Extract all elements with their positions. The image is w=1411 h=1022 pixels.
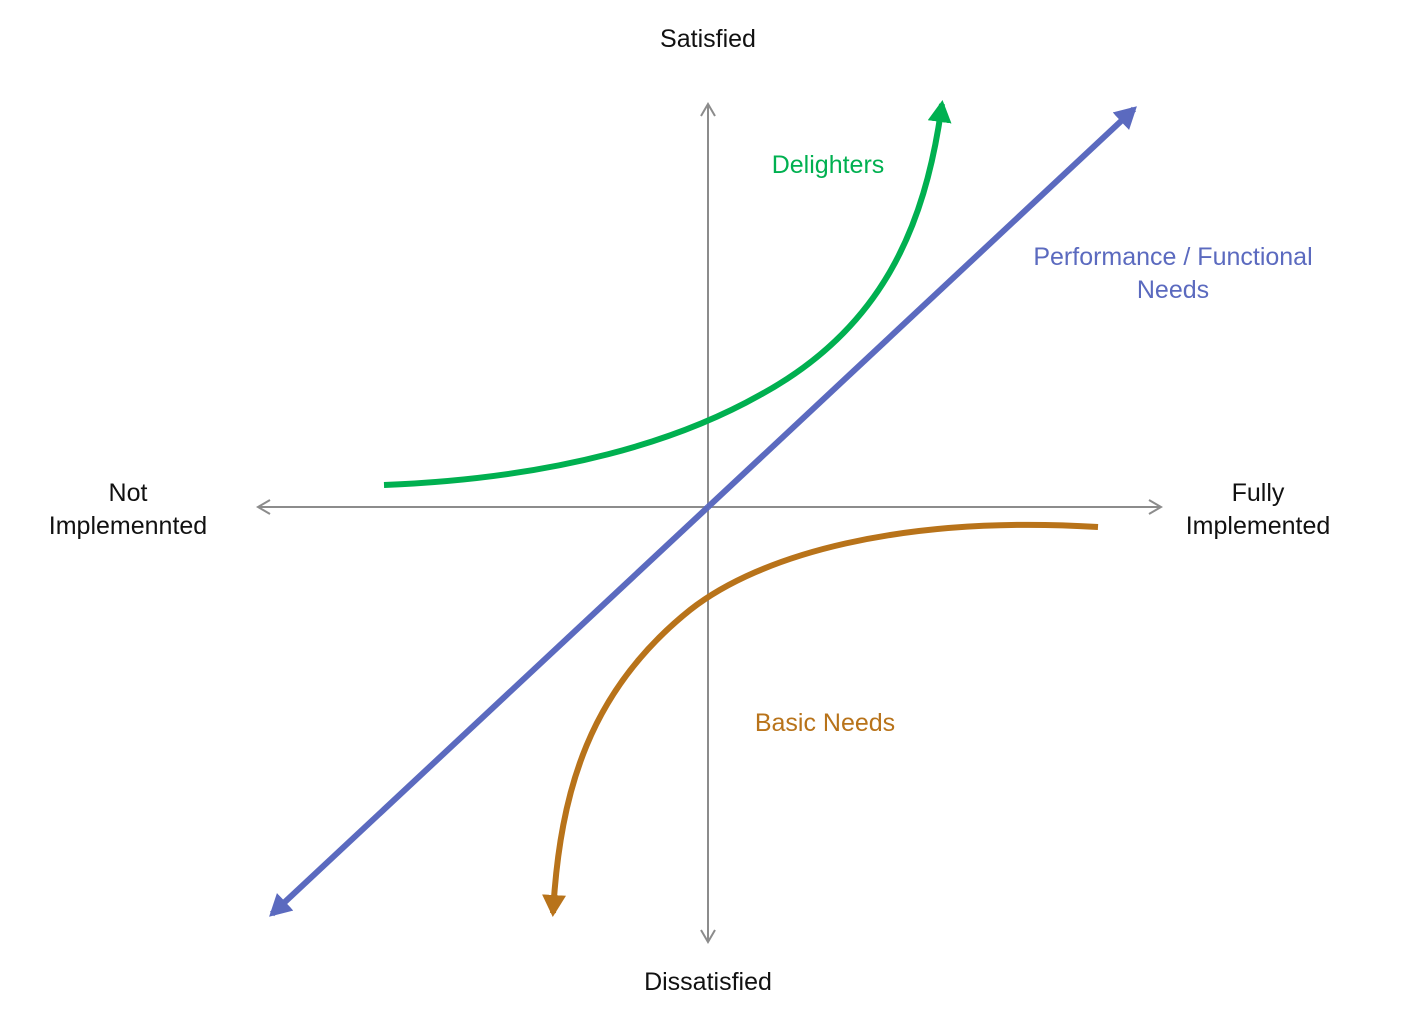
performance-label-line2: Needs	[1137, 276, 1209, 304]
fully-implemented-label-line2: Implemented	[1186, 512, 1331, 540]
basic-needs-label: Basic Needs	[755, 709, 895, 737]
delighters-curve	[383, 100, 952, 488]
not-implemented-label-line2: Implemennted	[49, 512, 207, 540]
performance-line	[705, 106, 1137, 510]
performance-label-line1: Performance / Functional	[1033, 243, 1312, 271]
not-implemented-label-line1: Not	[109, 479, 148, 507]
fully-implemented-label-line1: Fully	[1232, 479, 1285, 507]
basic-needs-curve	[542, 521, 1099, 917]
dissatisfied-label: Dissatisfied	[644, 968, 772, 996]
delighters-label: Delighters	[772, 151, 885, 179]
performance-line-lower	[269, 504, 711, 917]
satisfied-label: Satisfied	[660, 25, 756, 53]
